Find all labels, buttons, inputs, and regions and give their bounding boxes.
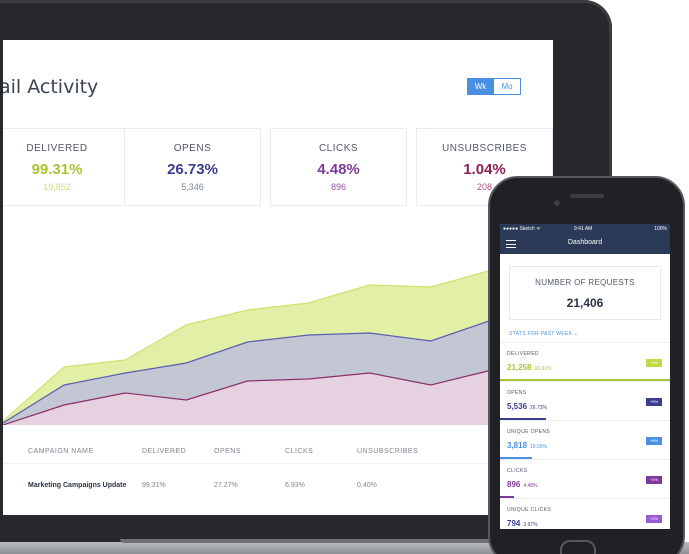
phone-frame: ●●●●● Sketch ᯤ 9:41 AM 100% Dashboard NU… [488,176,685,554]
carrier-signal: ●●●●● Sketch ᯤ [503,226,541,232]
chart-line-series-2 [3,352,553,425]
metric-bar [500,496,514,498]
metric-row-unique-opens[interactable]: UNIQUE OPENS 3,818 19.09% +6% [500,420,670,459]
table-cell-clicks: 6.93% [285,482,305,489]
metric-change-badge: +1% [646,359,662,367]
laptop-frame: ail Activity Wk Mo DELIVERED 99.31% 19,8… [0,0,612,545]
stat-card-opens: OPENS 26.73% 5,346 [124,128,261,206]
metric-label: CLICKS [507,468,528,474]
stat-percent: 4.48% [317,161,360,178]
stat-card-clicks: CLICKS 4.48% 896 [270,128,407,206]
phone-speaker [570,194,604,198]
metric-percent: 99.31% [534,366,552,372]
metric-label: UNIQUE CLICKS [507,507,552,513]
column-header-clicks[interactable]: CLICKS [285,448,314,455]
page-title: ail Activity [3,76,99,98]
stat-percent: 26.73% [167,161,218,178]
metric-row-clicks[interactable]: CLICKS 896 4.48% +2% [500,459,670,498]
status-time: 9:41 AM [574,226,593,232]
stat-percent: 1.04% [463,161,506,178]
metric-percent: 26.73% [530,405,547,411]
metric-value: 21,258 99.31% [507,363,552,372]
metric-label: OPENS [507,390,527,396]
table-cell-delivered: 99.31% [142,482,166,489]
column-header-opens[interactable]: OPENS [214,448,242,455]
stat-count: 5,346 [181,182,204,192]
period-toggle: Wk Mo [467,78,521,95]
table-cell-unsubscribes: 0.40% [357,482,377,489]
chart-line-series-0 [3,262,553,422]
metric-label: DELIVERED [507,351,539,357]
metric-value: 896 4.48% [507,480,538,489]
chart-line-series-1 [3,306,553,424]
metric-percent: 3.97% [523,522,538,528]
metric-percent: 4.48% [523,483,538,489]
metric-change-badge: +2% [646,476,662,484]
metric-row-delivered[interactable]: DELIVERED 21,258 99.31% +1% [500,342,670,381]
laptop-screen: ail Activity Wk Mo DELIVERED 99.31% 19,8… [3,40,553,515]
metric-change-badge: +9% [646,398,662,406]
requests-label: NUMBER OF REQUESTS [535,278,635,287]
battery-indicator: 100% [654,226,667,232]
app-bar-title: Dashboard [567,239,603,246]
phone-camera [554,200,560,206]
chart-area-series-2 [3,353,553,425]
stats-period-dropdown[interactable]: STATS FOR PAST WEEK ⌄ [509,331,579,337]
metric-row-unique-clicks[interactable]: UNIQUE CLICKS 794 3.97% +2% [500,498,670,529]
column-header-campaign-name[interactable]: CAMPAIGN NAME [28,448,94,455]
column-header-unsubscribes[interactable]: UNSUBSCRIBES [357,448,419,455]
stat-label: OPENS [173,143,212,154]
stat-percent: 99.31% [31,161,83,178]
column-header-delivered[interactable]: DELIVERED [142,448,187,455]
metric-value: 5,536 26.73% [507,402,547,411]
metric-bar [500,457,532,459]
requests-value: 21,406 [566,296,604,310]
metric-value: 3,818 19.09% [507,441,547,450]
metric-bar [500,418,546,420]
table-cell-opens: 27.27% [214,482,238,489]
laptop-hinge [120,539,500,543]
stat-label: DELIVERED [26,143,88,154]
home-button[interactable] [560,540,596,554]
stat-label: UNSUBSCRIBES [442,143,527,154]
stat-count: 208 [476,182,493,192]
activity-area-chart [3,262,553,425]
stat-label: CLICKS [318,143,359,154]
month-toggle-button[interactable]: Mo [494,78,521,95]
metric-row-opens[interactable]: OPENS 5,536 26.73% +9% [500,381,670,420]
requests-card: NUMBER OF REQUESTS 21,406 [509,266,661,320]
stat-card-delivered: DELIVERED 99.31% 19,852 [3,128,126,206]
phone-screen: ●●●●● Sketch ᯤ 9:41 AM 100% Dashboard NU… [500,224,670,529]
stat-count: 19,852 [43,182,71,192]
metric-label: UNIQUE OPENS [507,429,551,435]
status-bar: ●●●●● Sketch ᯤ 9:41 AM 100% [500,224,670,234]
week-toggle-button[interactable]: Wk [467,78,494,95]
metric-percent: 19.09% [530,444,547,450]
hamburger-menu-icon[interactable] [506,240,516,248]
metric-bar [500,379,670,381]
table-divider [3,463,553,464]
metric-change-badge: +2% [646,515,662,523]
table-cell-campaign-name[interactable]: Marketing Campaigns Update [28,482,127,489]
app-bar: Dashboard [500,234,670,254]
metric-change-badge: +6% [646,437,662,445]
stat-count: 896 [330,182,347,192]
metric-value: 794 3.97% [507,519,538,528]
